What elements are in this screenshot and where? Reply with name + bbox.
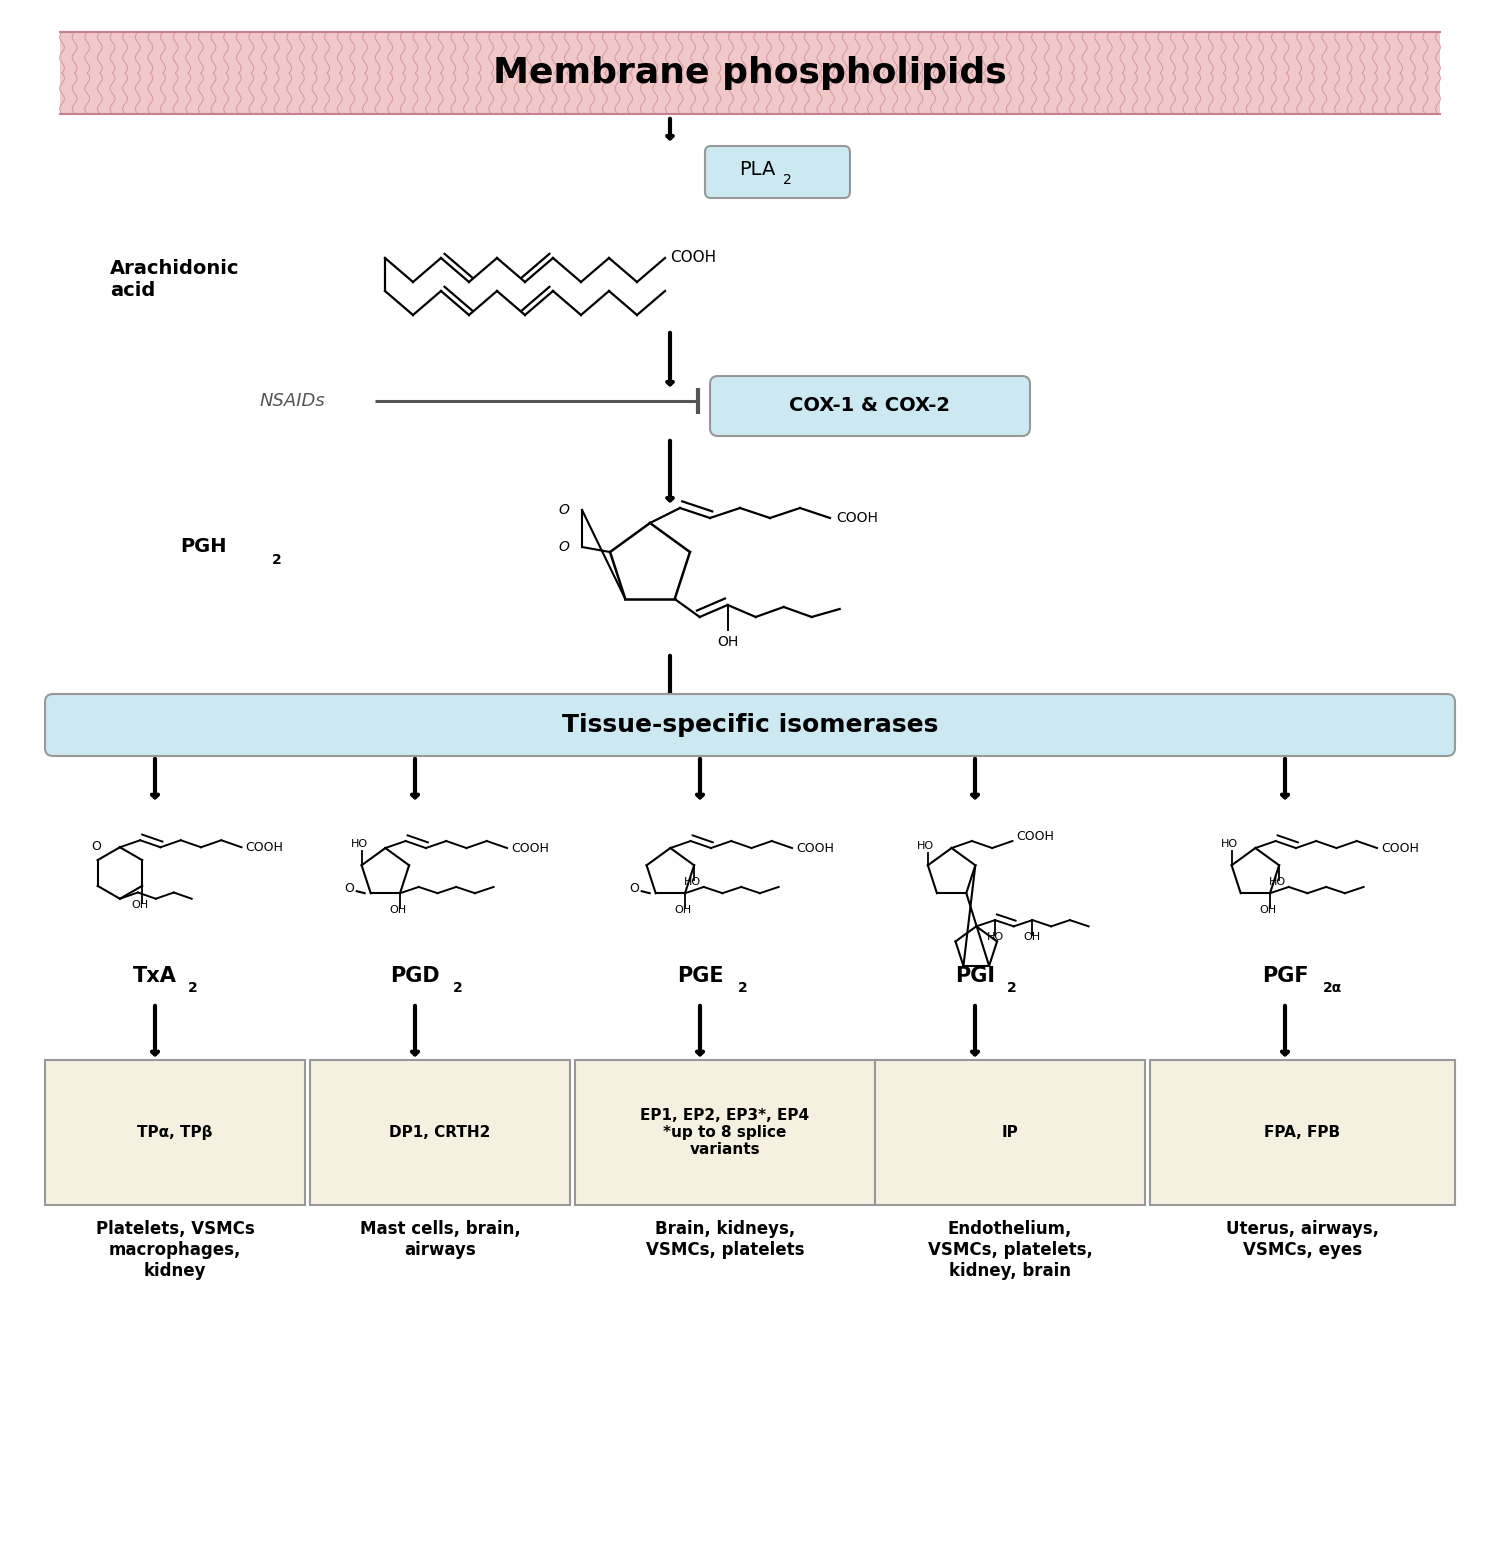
Text: O: O <box>344 882 354 896</box>
FancyBboxPatch shape <box>705 146 850 198</box>
Text: COX-1 & COX-2: COX-1 & COX-2 <box>789 396 951 416</box>
Text: 2: 2 <box>453 982 462 996</box>
Text: O: O <box>558 503 570 517</box>
Text: OH: OH <box>717 636 738 650</box>
Text: DP1, CRTH2: DP1, CRTH2 <box>390 1125 490 1140</box>
Bar <box>60 33 1440 114</box>
Text: Uterus, airways,
VSMCs, eyes: Uterus, airways, VSMCs, eyes <box>1226 1220 1379 1259</box>
Bar <box>310 1059 570 1204</box>
Text: PGH: PGH <box>180 536 226 556</box>
Text: 2α: 2α <box>1323 982 1342 996</box>
Text: 2: 2 <box>272 553 282 567</box>
Text: Endothelium,
VSMCs, platelets,
kidney, brain: Endothelium, VSMCs, platelets, kidney, b… <box>927 1220 1092 1279</box>
Text: OH: OH <box>132 901 148 910</box>
Text: O: O <box>628 882 639 896</box>
Text: COOH: COOH <box>1017 829 1054 843</box>
Text: HO: HO <box>351 840 368 849</box>
Text: PGE: PGE <box>676 966 723 986</box>
Text: COOH: COOH <box>836 511 878 525</box>
Text: PGI: PGI <box>956 966 994 986</box>
Bar <box>1150 1059 1455 1204</box>
Text: Arachidonic
acid: Arachidonic acid <box>110 260 240 301</box>
Text: FPA, FPB: FPA, FPB <box>1264 1125 1341 1140</box>
Text: PGF: PGF <box>1262 966 1308 986</box>
Text: NSAIDs: NSAIDs <box>260 393 326 410</box>
Text: Brain, kidneys,
VSMCs, platelets: Brain, kidneys, VSMCs, platelets <box>645 1220 804 1259</box>
Text: Platelets, VSMCs
macrophages,
kidney: Platelets, VSMCs macrophages, kidney <box>96 1220 255 1279</box>
Bar <box>45 1059 304 1204</box>
Text: HO: HO <box>684 877 700 888</box>
FancyBboxPatch shape <box>45 693 1455 756</box>
Text: OH: OH <box>390 905 406 915</box>
Text: COOH: COOH <box>796 841 834 854</box>
Text: Mast cells, brain,
airways: Mast cells, brain, airways <box>360 1220 520 1259</box>
Text: EP1, EP2, EP3*, EP4
*up to 8 splice
variants: EP1, EP2, EP3*, EP4 *up to 8 splice vari… <box>640 1108 810 1158</box>
Text: COOH: COOH <box>512 841 549 854</box>
Text: COOH: COOH <box>246 841 284 854</box>
Bar <box>874 1059 1144 1204</box>
Bar <box>574 1059 874 1204</box>
Text: COOH: COOH <box>670 251 716 265</box>
Text: 2: 2 <box>188 982 198 996</box>
FancyBboxPatch shape <box>710 375 1030 436</box>
Text: OH: OH <box>675 905 692 915</box>
Text: IP: IP <box>1002 1125 1019 1140</box>
Text: OH: OH <box>1260 905 1276 915</box>
Text: HO: HO <box>987 932 1004 943</box>
Text: TxA: TxA <box>134 966 177 986</box>
Text: O: O <box>92 840 102 854</box>
Text: PGD: PGD <box>390 966 439 986</box>
Text: 2: 2 <box>783 173 792 187</box>
Text: O: O <box>558 541 570 555</box>
Text: Membrane phospholipids: Membrane phospholipids <box>494 56 1006 90</box>
Text: 2: 2 <box>1007 982 1017 996</box>
Text: HO: HO <box>918 841 934 851</box>
Text: OH: OH <box>1024 932 1041 943</box>
Text: COOH: COOH <box>1382 841 1419 854</box>
Text: Tissue-specific isomerases: Tissue-specific isomerases <box>562 714 938 737</box>
Text: PLA: PLA <box>740 159 776 179</box>
Text: 2: 2 <box>738 982 747 996</box>
Text: HO: HO <box>1269 877 1286 888</box>
Text: TPα, TPβ: TPα, TPβ <box>138 1125 213 1140</box>
Text: HO: HO <box>1221 840 1238 849</box>
